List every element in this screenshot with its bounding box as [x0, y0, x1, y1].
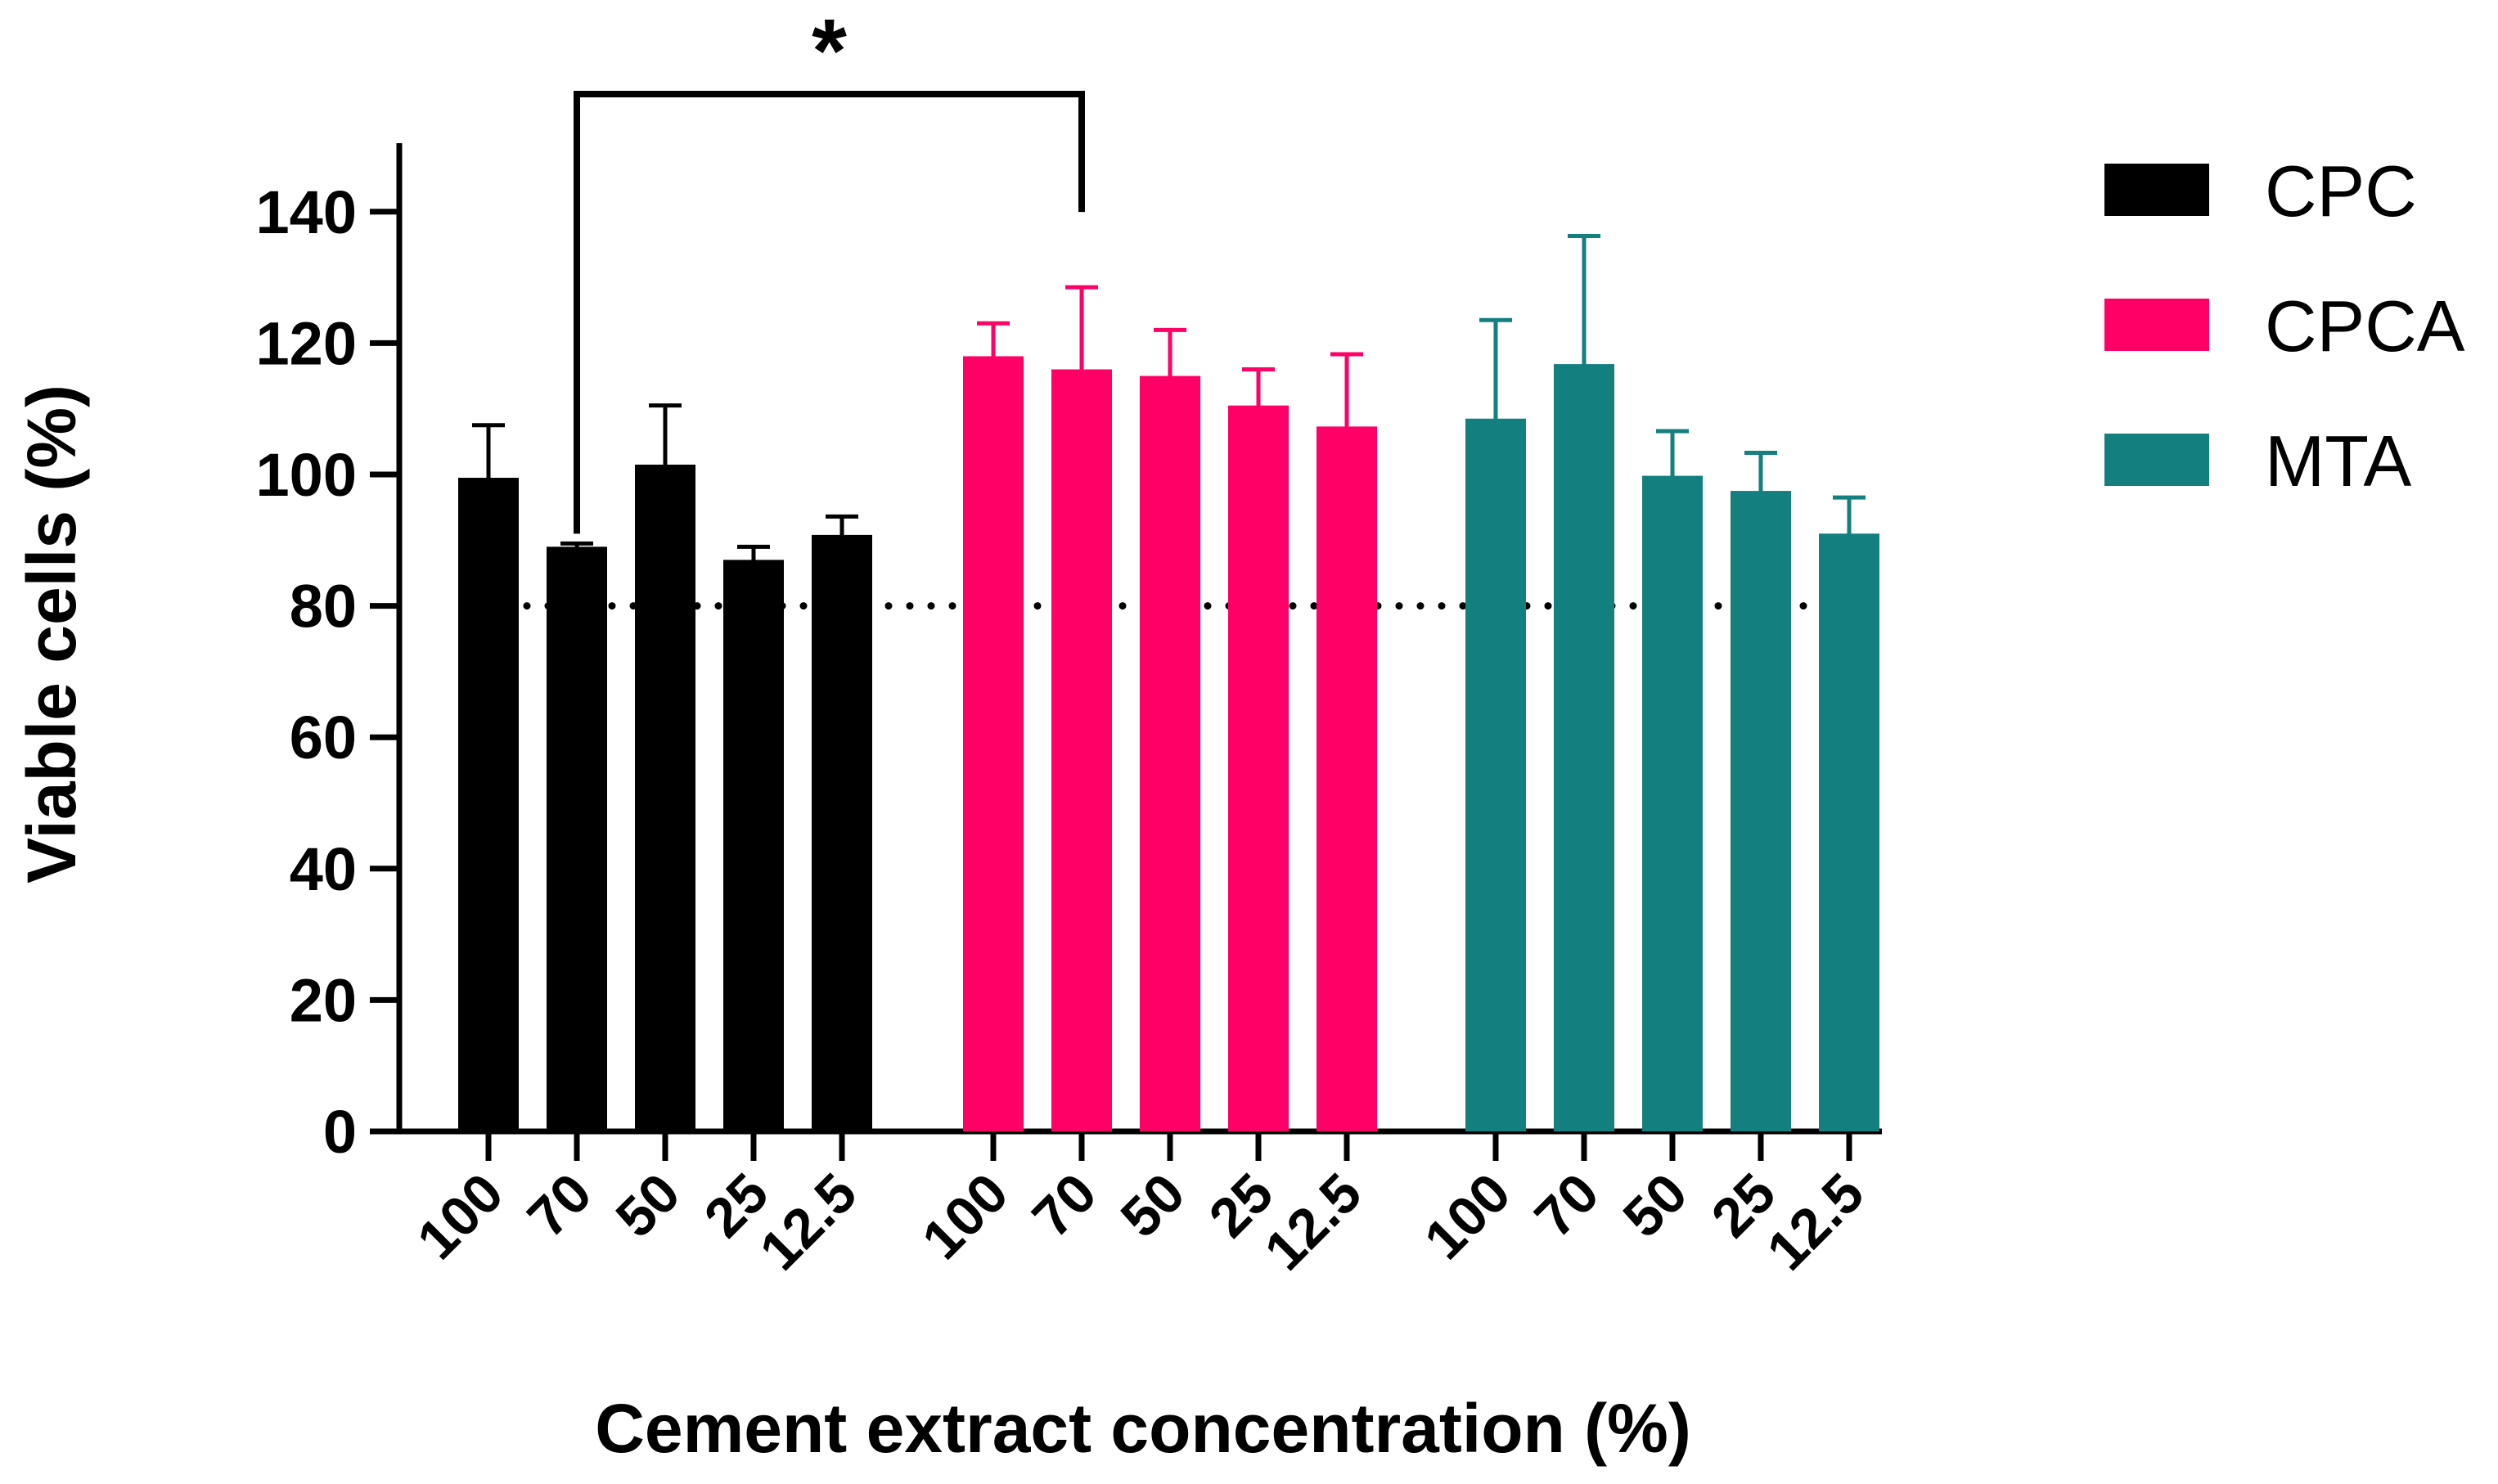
- category-label-mta-50: 50: [1611, 1162, 1699, 1249]
- y-tick-label-100: 100: [256, 441, 357, 509]
- category-label-cpca-70: 70: [1020, 1162, 1108, 1249]
- y-tick-label-0: 0: [323, 1098, 357, 1166]
- bar-cpca-12.5: [1317, 426, 1377, 1131]
- y-tick-label-20: 20: [290, 966, 357, 1034]
- bar-cpca-70: [1051, 369, 1112, 1131]
- legend-label-cpca: CPCA: [2265, 286, 2465, 367]
- legend-swatch-cpca: [2104, 299, 2209, 351]
- bar-cpc-70: [547, 546, 607, 1131]
- legend-label-mta: MTA: [2265, 420, 2412, 501]
- y-tick-label-140: 140: [256, 178, 357, 246]
- bar-mta-100: [1465, 418, 1526, 1131]
- y-tick-label-60: 60: [290, 704, 357, 771]
- category-label-cpc-70: 70: [515, 1162, 603, 1249]
- y-axis-title: Viable cells (%): [13, 384, 90, 884]
- bar-cpc-100: [458, 478, 519, 1131]
- category-label-mta-100: 100: [1413, 1162, 1523, 1271]
- category-label-mta-12.5: 12.5: [1755, 1162, 1875, 1282]
- bar-cpca-25: [1228, 405, 1289, 1131]
- legend-label-cpc: CPC: [2265, 151, 2417, 232]
- bar-mta-70: [1554, 364, 1614, 1131]
- significance-bracket: [574, 91, 1085, 534]
- category-label-cpc-12.5: 12.5: [748, 1162, 868, 1282]
- bar-mta-12.5: [1819, 533, 1879, 1131]
- y-tick-label-120: 120: [256, 309, 357, 377]
- bar-cpc-12.5: [812, 534, 872, 1131]
- bar-cpca-50: [1140, 375, 1200, 1131]
- bar-mta-25: [1731, 491, 1791, 1131]
- significance-star: *: [812, 1, 847, 101]
- bar-cpc-50: [635, 464, 695, 1131]
- category-label-cpca-12.5: 12.5: [1253, 1162, 1373, 1282]
- category-label-cpc-100: 100: [406, 1162, 515, 1271]
- x-axis-title: Cement extract concentration (%): [595, 1390, 1691, 1467]
- legend: CPC CPCA MTA: [2104, 151, 2465, 501]
- category-label-cpca-100: 100: [911, 1162, 1020, 1271]
- legend-swatch-cpc: [2104, 164, 2209, 216]
- bar-mta-50: [1642, 475, 1703, 1131]
- category-label-cpca-50: 50: [1109, 1162, 1196, 1249]
- category-label-cpc-50: 50: [604, 1162, 691, 1249]
- bar-cpca-100: [963, 356, 1024, 1132]
- legend-swatch-mta: [2104, 434, 2209, 486]
- category-label-mta-70: 70: [1523, 1162, 1610, 1249]
- y-tick-label-40: 40: [290, 835, 357, 903]
- bar-cpc-25: [723, 560, 784, 1131]
- y-tick-label-80: 80: [290, 573, 357, 641]
